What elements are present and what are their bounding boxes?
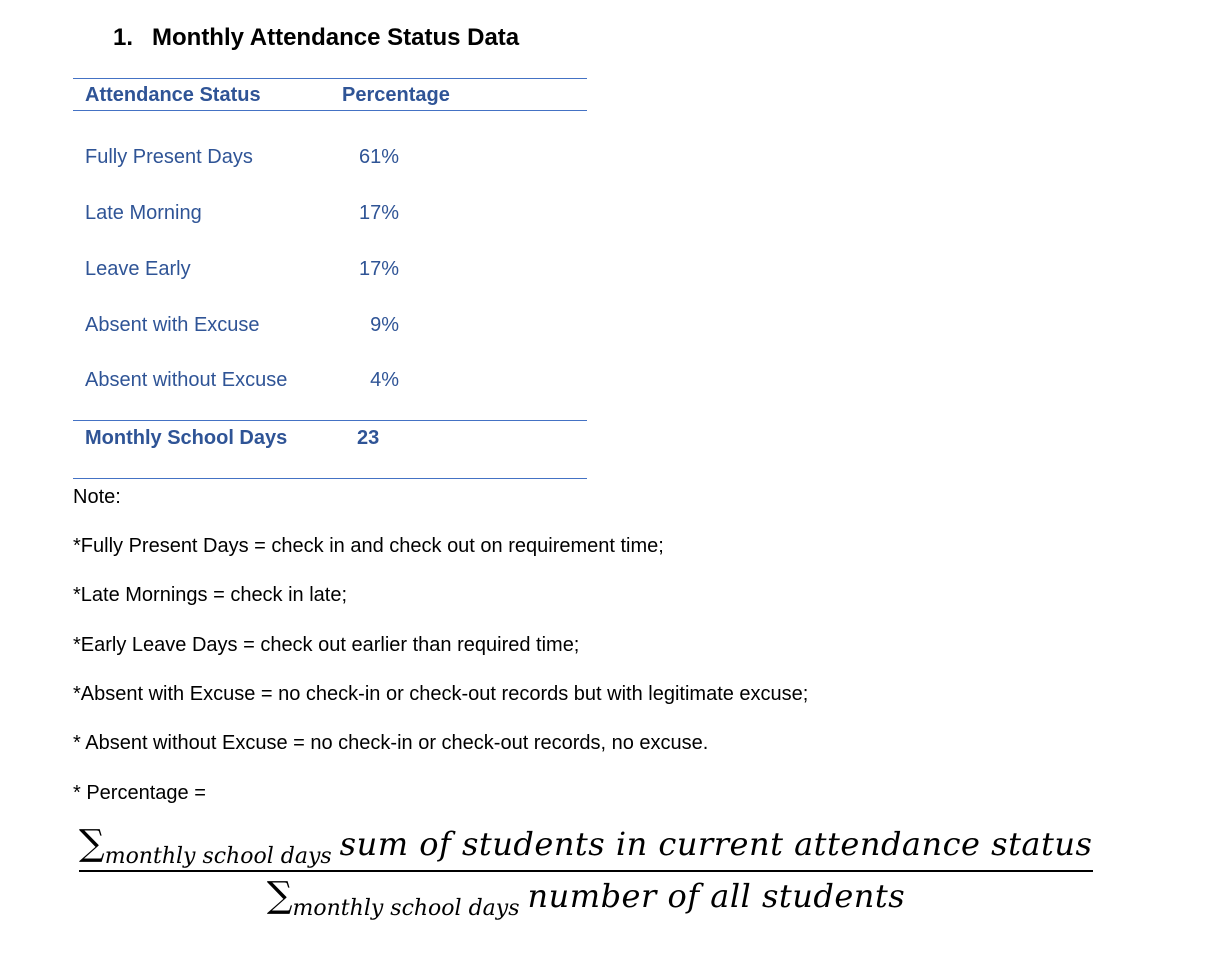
row-status-leave-early: Leave Early — [85, 258, 191, 280]
section-number: 1. — [113, 24, 134, 51]
numerator-expression: sum of students in current attendance st… — [339, 825, 1093, 863]
denominator-sigma: ∑ — [266, 875, 293, 916]
row-percentage-leave-early: 17% — [358, 258, 399, 280]
note-absent-without-excuse: * Absent without Excuse = no check-in or… — [73, 732, 709, 754]
row-status-absent-without-excuse: Absent without Excuse — [85, 369, 288, 391]
section-heading: 1. Monthly Attendance Status Data — [113, 24, 519, 52]
denominator-expression: number of all students — [527, 877, 906, 915]
fraction-bar — [79, 870, 1093, 872]
numerator-subscript: monthly school days — [104, 844, 332, 869]
row-status-late-morning: Late Morning — [85, 202, 202, 224]
formula-numerator: ∑ monthly school days sum of students in… — [79, 822, 1093, 869]
note-fully-present: *Fully Present Days = check in and check… — [73, 535, 664, 557]
note-absent-with-excuse: *Absent with Excuse = no check-in or che… — [73, 683, 809, 705]
row-percentage-late-morning: 17% — [358, 202, 399, 224]
attendance-table: Attendance Status Percentage Fully Prese… — [73, 78, 587, 480]
row-percentage-absent-without-excuse: 4% — [370, 369, 399, 391]
header-percentage: Percentage — [342, 84, 450, 106]
table-bottom-rule — [73, 478, 587, 479]
table-top-rule — [73, 78, 587, 79]
note-title: Note: — [73, 486, 121, 508]
percentage-formula: ∑ monthly school days sum of students in… — [79, 822, 1093, 921]
header-status: Attendance Status — [85, 84, 261, 106]
note-percentage: * Percentage = — [73, 782, 206, 804]
row-percentage-fully-present: 61% — [358, 146, 399, 168]
note-early-leave: *Early Leave Days = check out earlier th… — [73, 634, 580, 656]
row-status-fully-present: Fully Present Days — [85, 146, 253, 168]
denominator-subscript: monthly school days — [292, 896, 520, 921]
header-bottom-rule — [73, 110, 587, 111]
total-label: Monthly School Days — [85, 427, 288, 449]
row-percentage-absent-with-excuse: 9% — [370, 314, 399, 336]
section-title: Monthly Attendance Status Data — [152, 24, 520, 51]
numerator-sigma: ∑ — [79, 823, 105, 864]
total-top-rule — [73, 420, 587, 421]
row-status-absent-with-excuse: Absent with Excuse — [85, 314, 260, 336]
total-value: 23 — [357, 427, 380, 449]
note-late-mornings: *Late Mornings = check in late; — [73, 584, 348, 606]
formula-denominator: ∑ monthly school days number of all stud… — [79, 874, 1093, 921]
